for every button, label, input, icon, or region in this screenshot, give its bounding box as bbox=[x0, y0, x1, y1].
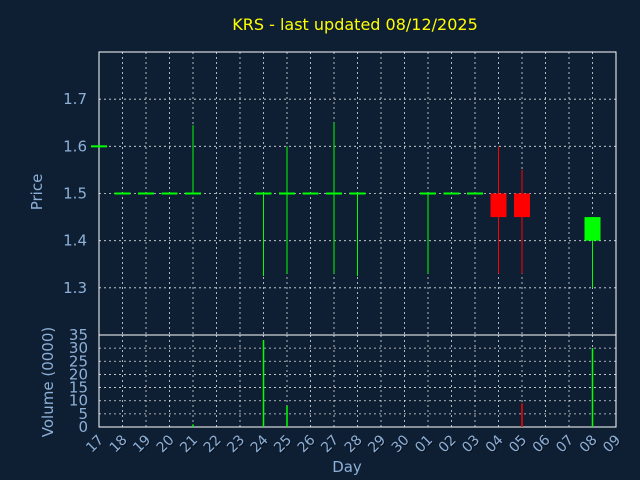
x-tick-label: 18 bbox=[107, 432, 131, 456]
x-tick-label: 22 bbox=[201, 432, 225, 456]
price-tick-label: 1.6 bbox=[63, 137, 87, 155]
candle-body bbox=[161, 192, 178, 195]
price-panel: 1.3 1.4 1.5 1.6 1.7 bbox=[63, 51, 617, 336]
volume-tick-label: 5 bbox=[78, 405, 88, 423]
candle-body bbox=[114, 192, 131, 195]
candle-body bbox=[349, 192, 366, 195]
volume-bar bbox=[591, 348, 594, 427]
x-tick-label: 21 bbox=[177, 432, 201, 456]
volume-tick-label: 10 bbox=[69, 392, 88, 410]
volume-tick-label: 25 bbox=[69, 352, 88, 370]
candle-body bbox=[467, 192, 483, 195]
price-axis-label: Price bbox=[28, 174, 46, 211]
volume-tick-label: 20 bbox=[69, 365, 88, 383]
volume-axis-label: Volume (0000) bbox=[39, 327, 57, 437]
candle-body bbox=[138, 192, 154, 195]
candle-body bbox=[279, 192, 295, 195]
volume-frame bbox=[98, 334, 617, 428]
x-tick-label: 01 bbox=[412, 432, 436, 456]
volume-bar bbox=[262, 340, 265, 427]
candle-body bbox=[326, 192, 342, 195]
candle-body bbox=[490, 193, 507, 218]
candle-body bbox=[302, 192, 319, 195]
candle-body bbox=[584, 217, 601, 241]
x-tick-label: 25 bbox=[271, 432, 295, 456]
volume-tick-label: 0 bbox=[78, 418, 88, 436]
x-tick-label: 30 bbox=[389, 432, 413, 456]
x-tick-label: 04 bbox=[483, 432, 507, 456]
price-tick-label: 1.7 bbox=[63, 90, 87, 108]
x-tick-label: 07 bbox=[553, 432, 577, 456]
candle-body bbox=[255, 192, 272, 195]
x-tick-label: 06 bbox=[530, 432, 554, 456]
candle-body bbox=[420, 192, 436, 195]
price-tick-label: 1.5 bbox=[63, 185, 87, 203]
x-tick-label: 29 bbox=[365, 432, 389, 456]
volume-tick-label: 35 bbox=[69, 326, 88, 344]
volume-bar bbox=[521, 403, 523, 427]
x-tick-label: 03 bbox=[459, 432, 483, 456]
candle-body bbox=[514, 193, 530, 218]
x-tick-label: 02 bbox=[436, 432, 460, 456]
x-tick-label: 20 bbox=[154, 432, 178, 456]
volume-tick-label: 15 bbox=[69, 379, 88, 397]
x-tick-label: 19 bbox=[130, 432, 154, 456]
price-tick-label: 1.3 bbox=[63, 279, 87, 297]
x-tick-label: 08 bbox=[577, 432, 601, 456]
x-tick-label: 24 bbox=[248, 432, 272, 456]
x-tick-label: 28 bbox=[342, 432, 366, 456]
x-tick-label: 09 bbox=[600, 432, 624, 456]
candle-body bbox=[443, 192, 460, 195]
x-axis-label: Day bbox=[332, 458, 362, 476]
volume-tick-label: 30 bbox=[69, 339, 88, 357]
chart-title: KRS - last updated 08/12/2025 bbox=[232, 15, 478, 34]
x-tick-label: 05 bbox=[506, 432, 530, 456]
x-tick-label: 23 bbox=[224, 432, 248, 456]
candle-body bbox=[91, 145, 107, 148]
volume-bar bbox=[286, 405, 288, 427]
x-tick-label: 26 bbox=[295, 432, 319, 456]
x-tick-label: 27 bbox=[318, 432, 342, 456]
candle-body bbox=[185, 192, 201, 195]
volume-bar bbox=[192, 424, 194, 427]
price-tick-label: 1.4 bbox=[63, 232, 87, 250]
